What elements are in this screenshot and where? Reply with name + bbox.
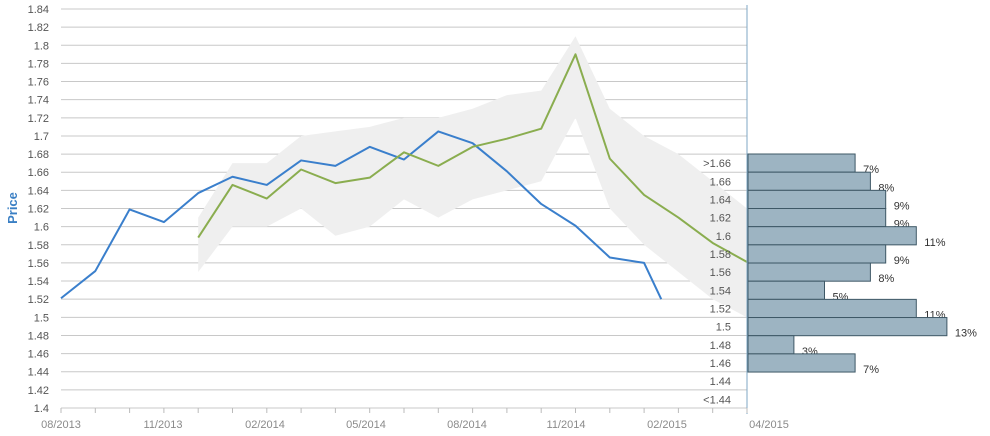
y-tick-label: 1.44 [28, 367, 49, 379]
y-tick-label: 1.6 [34, 222, 49, 234]
x-tick-label: 08/2013 [41, 419, 81, 431]
distribution-layer: >1.66 7%1.66 8%1.64 9%1.62 9%1.6 11%1.58 9%1.5… [703, 153, 977, 406]
distribution-bar [747, 335, 795, 355]
distribution-bar [747, 226, 917, 246]
distribution-bar [747, 153, 856, 173]
distribution-category-label: 1.48 [710, 340, 731, 352]
y-tick-label: 1.74 [28, 95, 49, 107]
y-tick-label: 1.84 [28, 4, 49, 16]
distribution-category-label: 1.66 [710, 176, 731, 188]
distribution-bar [747, 171, 871, 191]
x-tick-label: 05/2014 [346, 419, 386, 431]
x-tick-label: 02/2014 [245, 419, 285, 431]
y-tick-label: 1.72 [28, 113, 49, 125]
distribution-category-label: >1.66 [703, 158, 731, 170]
y-tick-label: 1.76 [28, 77, 49, 89]
y-tick-label: 1.78 [28, 58, 49, 70]
y-axis-title: Price [5, 192, 20, 224]
distribution-category-label: 1.54 [710, 285, 731, 297]
y-tick-label: 1.68 [28, 149, 49, 161]
distribution-bar-label: 8% [878, 273, 894, 285]
x-tick-label: 02/2015 [647, 419, 687, 431]
distribution-category-label: 1.62 [710, 213, 731, 225]
forecast-range-band [198, 36, 747, 318]
distribution-category-label: 1.52 [710, 303, 731, 315]
y-tick-label: 1.56 [28, 258, 49, 270]
y-tick-label: 1.52 [28, 294, 49, 306]
y-tick-label: 1.4 [34, 403, 49, 415]
x-tick-label: 11/2014 [547, 419, 586, 431]
y-tick-label: 1.82 [28, 22, 49, 34]
series-layer [60, 53, 748, 300]
y-tick-label: 1.58 [28, 240, 49, 252]
y-tick-label: 1.42 [28, 385, 49, 397]
distribution-bar-label: 9% [894, 255, 910, 267]
distribution-bar-label: 13% [955, 328, 977, 340]
distribution-bar [747, 317, 948, 337]
distribution-category-label: 1.64 [710, 194, 731, 206]
axis-layer: Price 1.4 1.42 1.44 1.46 1.48 1.5 1.52 1.54 1.56… [5, 4, 789, 431]
x-tick-label: 04/2015 [749, 419, 789, 431]
distribution-bar [747, 353, 856, 373]
x-tick-label: 08/2014 [447, 419, 487, 431]
distribution-bar-label: 7% [863, 364, 879, 376]
distribution-bar [747, 189, 887, 210]
forecast-band-layer [198, 36, 747, 318]
distribution-category-label: <1.44 [703, 394, 731, 406]
y-tick-label: 1.54 [28, 276, 49, 288]
price-series-green [197, 53, 748, 263]
y-tick-label: 1.62 [28, 204, 49, 216]
y-tick-label: 1.66 [28, 167, 49, 179]
price-series-blue [60, 130, 663, 300]
distribution-category-label: 1.46 [710, 358, 731, 370]
distribution-bar [747, 262, 871, 282]
distribution-category-label: 1.6 [716, 231, 731, 243]
y-tick-label: 1.46 [28, 349, 49, 361]
distribution-category-label: 1.58 [710, 249, 731, 261]
y-tick-label: 1.7 [34, 131, 49, 143]
distribution-bar-label: 11% [924, 237, 945, 249]
distribution-category-label: 1.56 [710, 267, 731, 279]
y-tick-label: 1.64 [28, 185, 49, 197]
y-tick-label: 1.48 [28, 330, 49, 342]
distribution-category-label: 1.5 [716, 322, 731, 334]
distribution-bar [747, 244, 887, 264]
distribution-bar [747, 298, 917, 319]
distribution-bar-label: 9% [894, 200, 910, 212]
y-tick-label: 1.8 [34, 40, 49, 52]
x-tick-label: 11/2013 [144, 419, 183, 431]
y-tick-label: 1.5 [34, 312, 49, 324]
distribution-bar [747, 280, 825, 300]
distribution-bar [747, 208, 887, 228]
distribution-category-label: 1.44 [710, 376, 731, 388]
